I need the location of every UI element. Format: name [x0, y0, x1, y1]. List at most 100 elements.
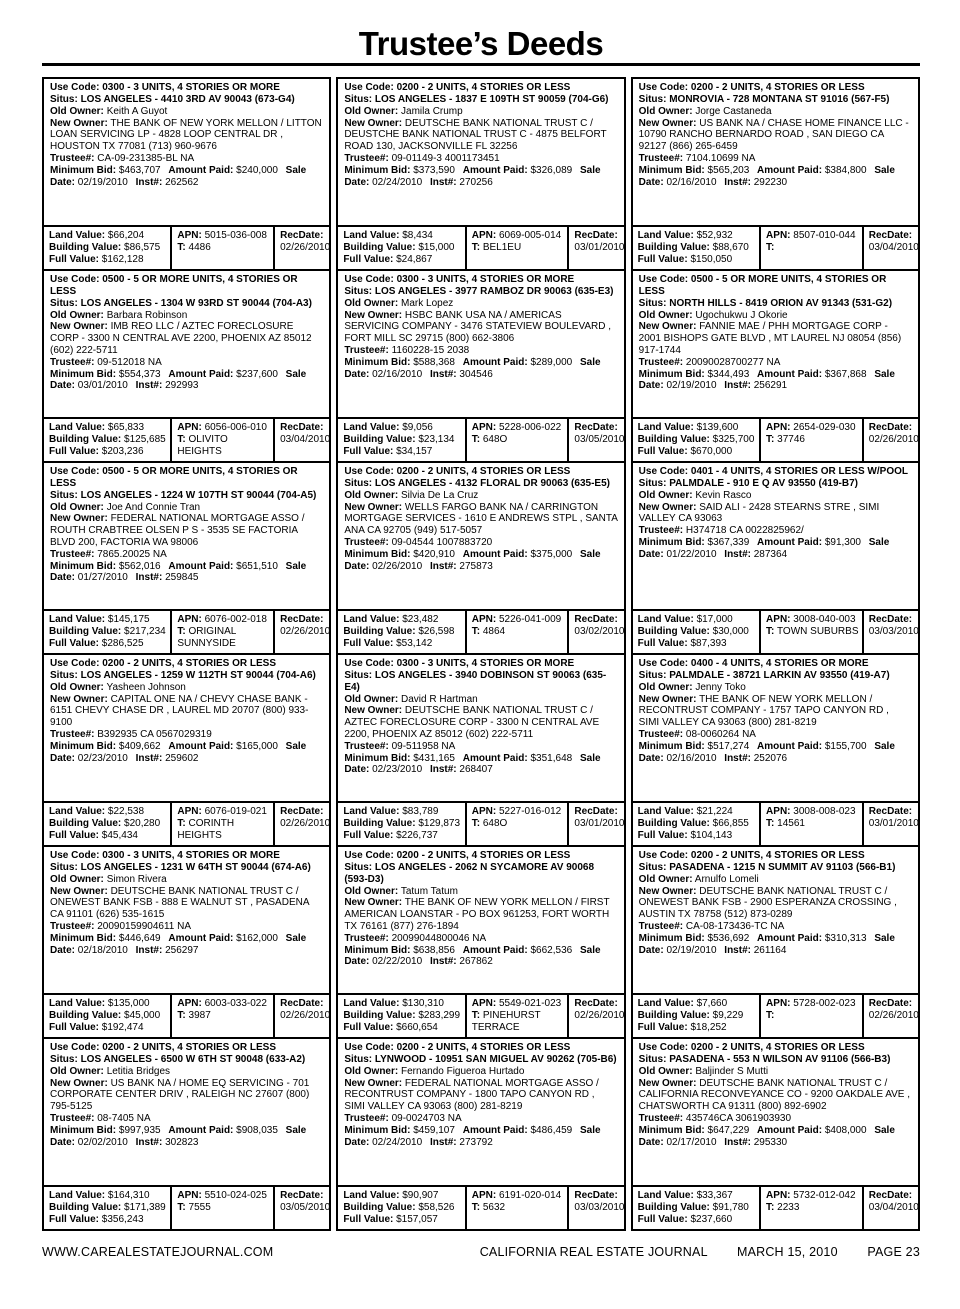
inst-value: 262562 [165, 176, 199, 188]
old-owner-line: Old Owner: Simon Rivera [50, 874, 323, 886]
old-owner-line: Old Owner: Arnulfo Lomeli [639, 874, 912, 886]
new-owner-label: New Owner: [344, 897, 403, 909]
amount-paid-label: Amount Paid: [757, 537, 823, 549]
trustee-line: Trustee#: 09-512018 NA [50, 357, 323, 369]
trustee-label: Trustee#: [50, 1113, 95, 1125]
full-value-label: Full Value: [343, 637, 394, 649]
land-value: $139,600 [696, 422, 739, 434]
new-owner-value: SAID ALI - 2428 STEARNS STRE , SIMI VALL… [638, 501, 880, 525]
amount-paid-value: $367,868 [824, 368, 867, 380]
situs-line: Situs: PASADENA - 553 N WILSON AV 91106 … [639, 1054, 912, 1066]
minimum-bid-value: $647,229 [707, 1124, 750, 1136]
minimum-bid-label: Minimum Bid: [638, 368, 705, 380]
land-value-label: Land Value: [637, 806, 694, 818]
old-owner-label: Old Owner: [344, 693, 399, 705]
building-value: $129,873 [418, 817, 461, 829]
deed-values: Land Value: $145,175 Building Value: $21… [42, 609, 332, 656]
apn-label: APN: [766, 1190, 791, 1202]
recdate-value: 03/04/2010 [280, 433, 330, 445]
recdate-label: RecDate: [280, 1190, 324, 1202]
inst-label: Inst#: [429, 764, 457, 776]
deed-record: Use Code: 0400 - 4 UNITS, 4 STORIES OR M… [630, 653, 920, 848]
inst-label: Inst#: [724, 752, 751, 764]
land-value-line: Land Value: $66,204 [49, 230, 167, 242]
building-value-line: Building Value: $86,575 [49, 242, 167, 254]
apn-value: 5227-016-012 [498, 806, 562, 818]
apn-line: APN: 6191-020-014 [472, 1190, 565, 1202]
new-owner-label: New Owner: [50, 885, 108, 897]
full-value: $237,660 [690, 1213, 733, 1225]
deed-record: Use Code: 0200 - 2 UNITS, 4 STORIES OR L… [336, 845, 626, 1040]
tract-value: 5632 [482, 1201, 506, 1213]
new-owner-line: New Owner: HSBC BANK USA NA / AMERICAS S… [344, 310, 617, 345]
old-owner-label: Old Owner: [638, 489, 693, 501]
minimum-bid-value: $373,590 [413, 164, 455, 176]
full-value-label: Full Value: [637, 1021, 688, 1033]
deed-record: Use Code: 0300 - 3 UNITS, 4 STORIES OR M… [336, 269, 626, 464]
amount-paid-value: $326,089 [530, 164, 573, 176]
full-value: $104,143 [690, 829, 733, 841]
trustee-label: Trustee#: [344, 740, 389, 752]
amount-paid-value: $155,700 [824, 740, 867, 752]
minimum-bid-value: $517,274 [707, 740, 750, 752]
full-value-line: Full Value: $18,252 [638, 1022, 756, 1034]
apn-tract-cell: APN: 8507-010-044 T: [761, 227, 864, 270]
full-value: $87,393 [690, 637, 727, 649]
situs-value: LOS ANGELES - 1231 W 64TH ST 90044 (674-… [80, 862, 311, 874]
trustee-value: 08-7405 NA [97, 1113, 151, 1125]
use-code-line: Use Code: 0500 - 5 OR MORE UNITS, 4 STOR… [639, 274, 912, 298]
new-owner-value: HSBC BANK USA NA / AMERICAS SERVICING CO… [344, 309, 612, 345]
recdate-label: RecDate: [868, 422, 913, 434]
deed-details: Use Code: 0500 - 5 OR MORE UNITS, 4 STOR… [42, 269, 332, 420]
trustee-line: Trustee#: CA-09-231385-BL NA [50, 153, 323, 165]
sale-date-label: Sale Date: [344, 752, 601, 776]
old-owner-value: Barbara Robinson [106, 309, 188, 321]
use-code-line: Use Code: 0400 - 4 UNITS, 4 STORIES OR M… [639, 658, 912, 670]
full-value-line: Full Value: $34,157 [343, 446, 461, 458]
situs-line: Situs: LOS ANGELES - 4132 FLORAL DR 9006… [344, 478, 617, 490]
new-owner-label: New Owner: [638, 1077, 697, 1089]
recdate-cell: RecDate: 03/04/2010 [864, 1187, 918, 1229]
building-value: $217,234 [124, 625, 166, 637]
amount-paid-value: $384,800 [824, 164, 867, 176]
minimum-bid-value: $409,662 [118, 740, 161, 752]
new-owner-line: New Owner: US BANK NA / CHASE HOME FINAN… [639, 118, 912, 153]
minimum-bid-value: $367,339 [707, 537, 750, 549]
assessed-values-cell: Land Value: $22,538 Building Value: $20,… [44, 803, 173, 846]
inst-label: Inst#: [429, 560, 457, 572]
apn-label: APN: [766, 806, 791, 818]
apn-label: APN: [177, 806, 202, 818]
sale-date-label: Sale Date: [344, 1124, 601, 1148]
new-owner-value: THE BANK OF NEW YORK MELLON / RECONTRUST… [638, 693, 889, 729]
trustee-line: Trustee#: 09-01149-3 4001173451 [344, 153, 617, 165]
situs-label: Situs: [50, 94, 78, 106]
new-owner-value: THE BANK OF NEW YORK MELLON / LITTON LOA… [50, 117, 322, 153]
situs-line: Situs: LOS ANGELES - 1259 W 112TH ST 900… [50, 670, 323, 682]
new-owner-label: New Owner: [638, 693, 697, 705]
trustee-value: 20090159904611 NA [97, 921, 192, 933]
recdate-cell: RecDate: 02/26/2010 [569, 995, 623, 1037]
situs-label: Situs: [344, 670, 373, 682]
sale-date-label: Sale Date: [638, 164, 895, 188]
land-value-label: Land Value: [637, 230, 694, 242]
land-value-line: Land Value: $9,056 [343, 422, 461, 434]
apn-line: APN: 6076-002-018 [177, 614, 270, 626]
situs-label: Situs: [638, 1054, 667, 1066]
old-owner-line: Old Owner: Jamila Crump [344, 106, 617, 118]
use-code-label: Use Code: [50, 274, 100, 286]
amount-paid-label: Amount Paid: [168, 164, 234, 176]
land-value-label: Land Value: [49, 998, 106, 1010]
new-owner-label: New Owner: [50, 1077, 108, 1089]
situs-line: Situs: LOS ANGELES - 6500 W 6TH ST 90048… [50, 1054, 323, 1066]
situs-value: PASADENA - 553 N WILSON AV 91106 (566-B3… [669, 1054, 891, 1066]
use-code-line: Use Code: 0500 - 5 OR MORE UNITS, 4 STOR… [50, 274, 323, 298]
trustee-label: Trustee#: [344, 345, 389, 357]
land-value-label: Land Value: [637, 422, 694, 434]
inst-value: 268407 [459, 764, 493, 776]
full-value-line: Full Value: $150,050 [638, 254, 756, 266]
apn-label: APN: [471, 422, 497, 434]
recdate-value: 03/01/2010 [868, 817, 918, 829]
sale-date-label: Sale Date: [344, 548, 601, 572]
deed-details: Use Code: 0200 - 2 UNITS, 4 STORIES OR L… [630, 1037, 920, 1188]
deed-values: Land Value: $164,310 Building Value: $17… [42, 1185, 332, 1232]
